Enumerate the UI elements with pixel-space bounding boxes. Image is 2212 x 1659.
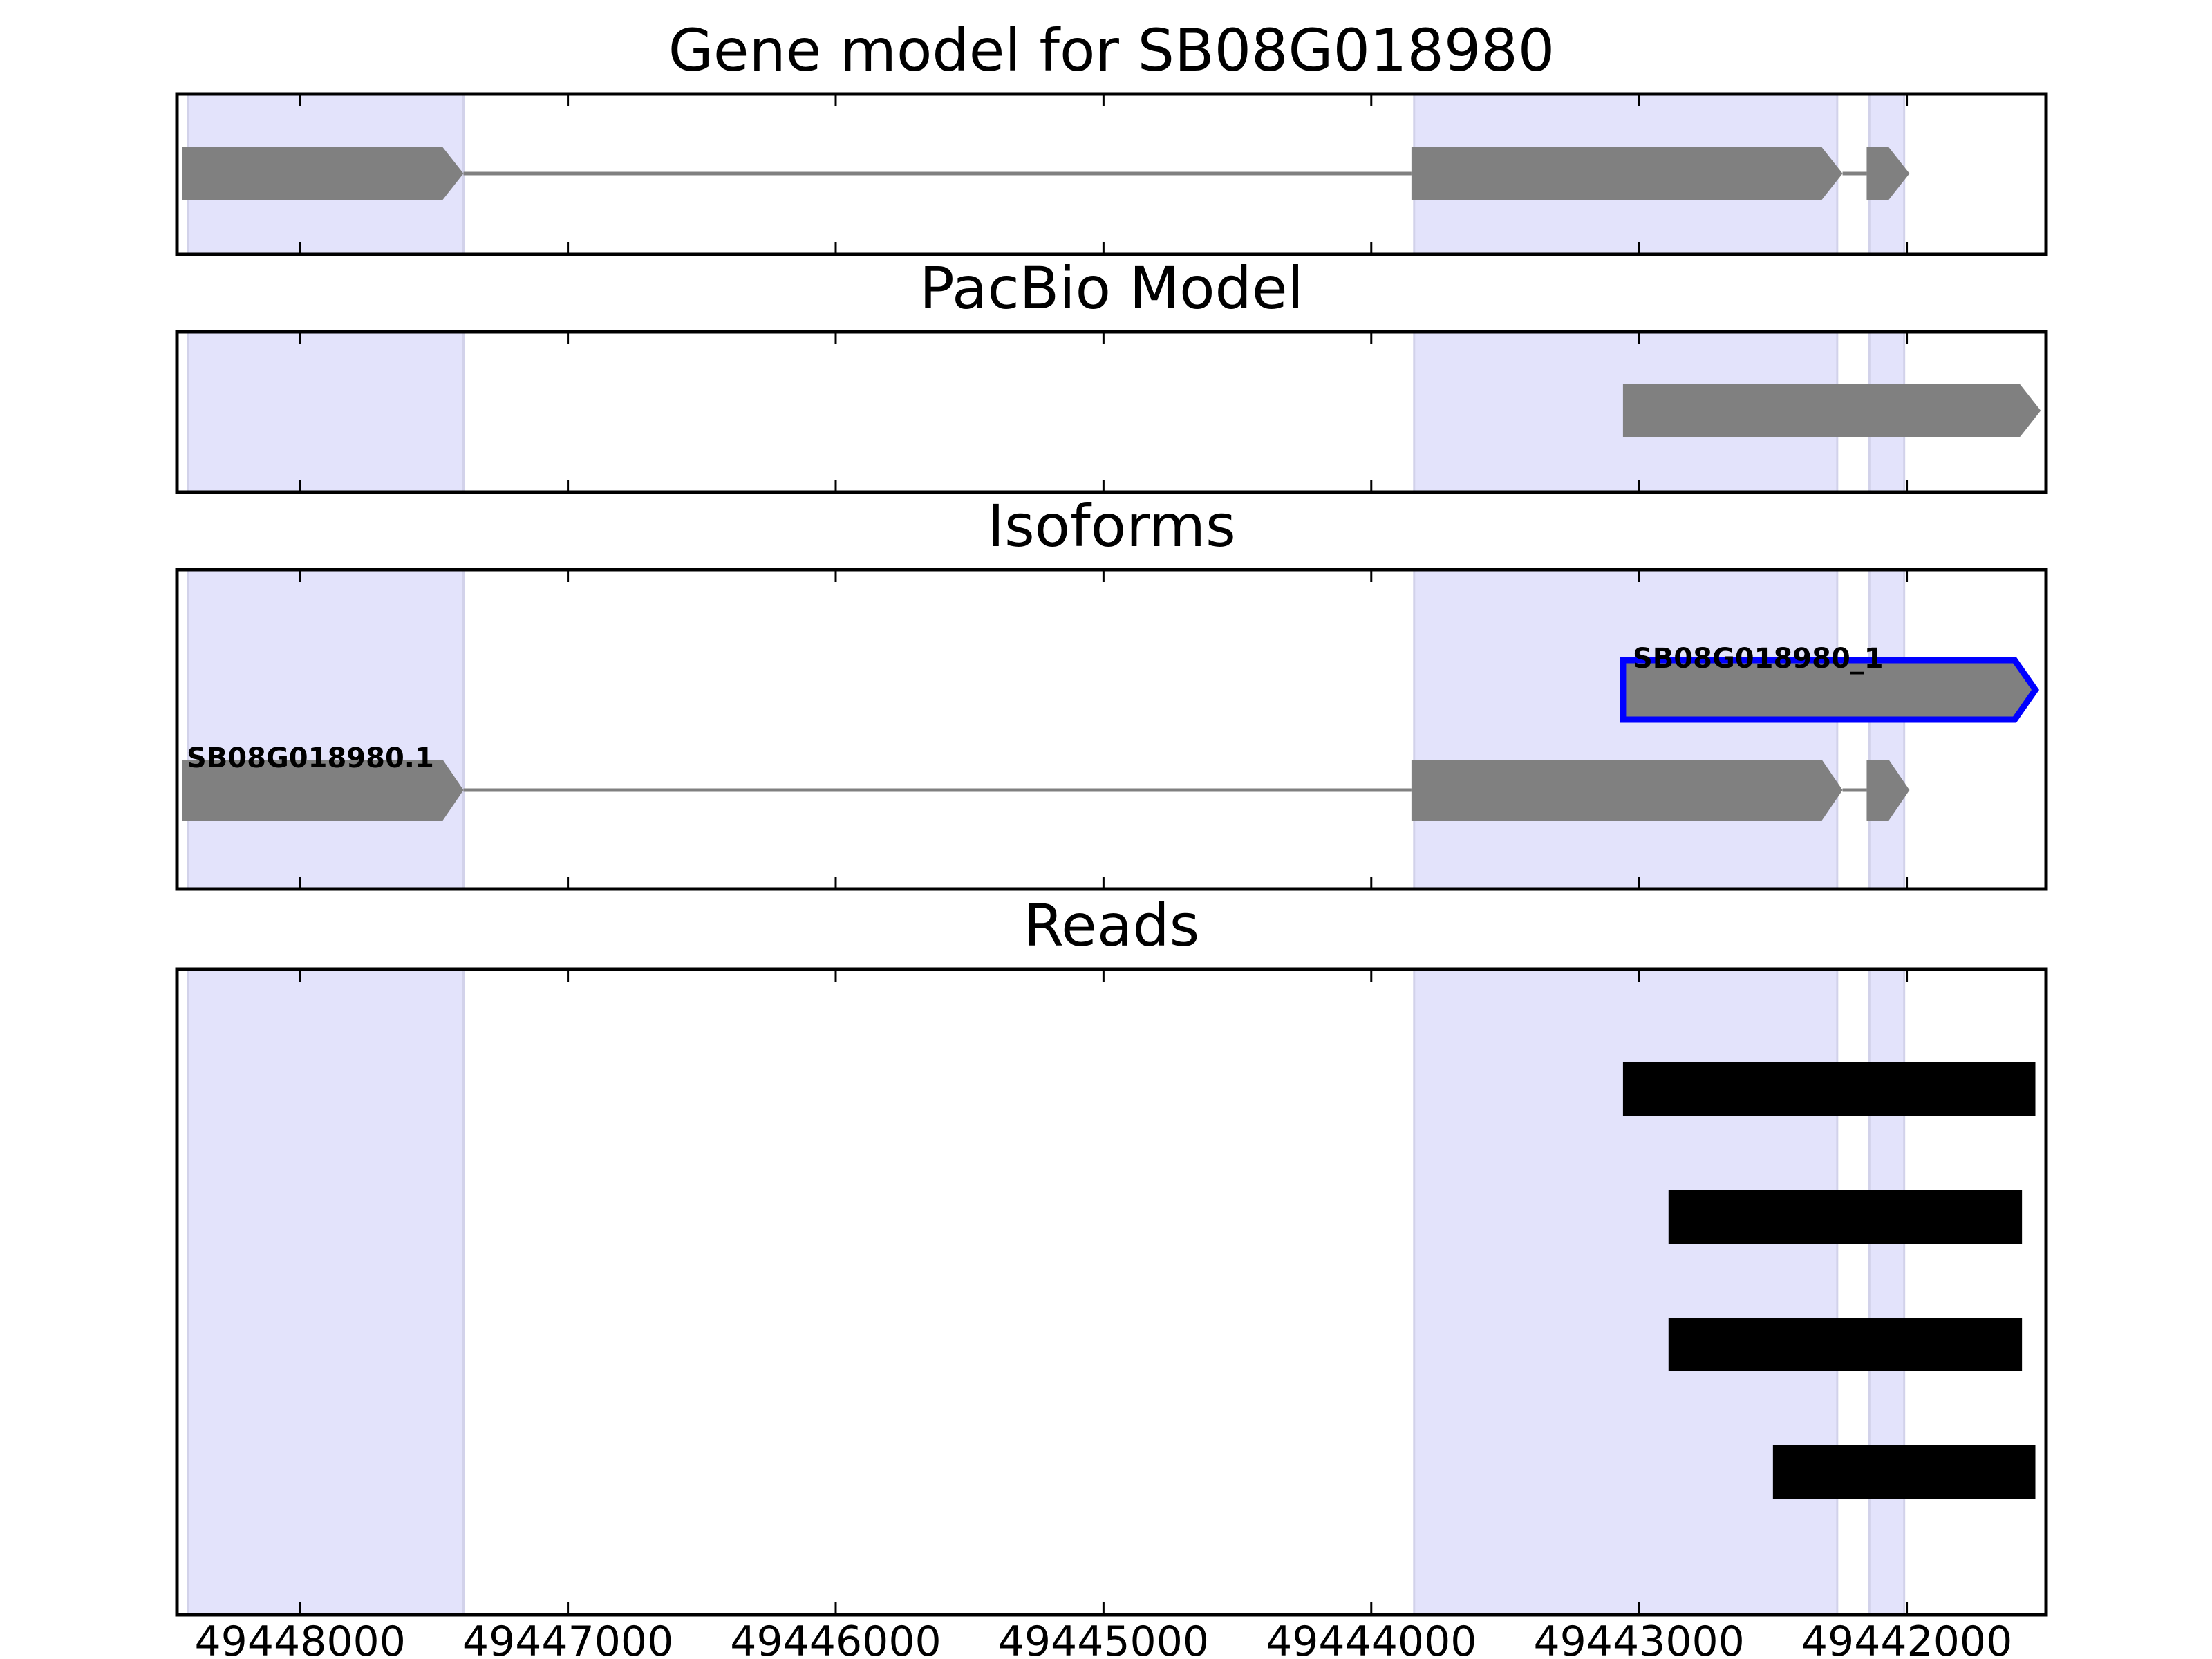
exon-block — [1866, 760, 1910, 821]
x-tick-label: 49447000 — [462, 1618, 673, 1659]
read-bar — [1622, 1062, 2036, 1116]
pacbio-model-ticks — [299, 332, 1909, 492]
exon-block — [182, 760, 464, 821]
exon-block — [1411, 147, 1843, 200]
gene-model-title: Gene model for SB08G018980 — [668, 17, 1555, 84]
isoforms-track: SB08G018980_1 SB08G018980.1 — [182, 643, 2039, 821]
isoforms-title: Isoforms — [987, 492, 1236, 560]
highlight-band — [186, 330, 465, 494]
x-axis-tick-labels: 49448000 49447000 49446000 49445000 49444000… — [195, 1618, 2013, 1659]
reads-title: Reads — [1024, 892, 1200, 959]
pacbio-model-title: PacBio Model — [919, 254, 1304, 322]
isoform-label-selected: SB08G018980_1 — [1633, 643, 1884, 675]
x-tick-label: 49443000 — [1533, 1618, 1744, 1659]
gene-model-ticks — [299, 94, 1909, 254]
x-tick-label: 49445000 — [998, 1618, 1209, 1659]
pacbio-model-panel: PacBio Model — [175, 254, 2048, 494]
exon-block — [1622, 384, 2041, 437]
reads-ticks — [299, 969, 1909, 1615]
isoforms-ticks — [299, 570, 1909, 889]
highlight-band — [186, 968, 465, 1616]
selected-exon-block — [1620, 657, 2039, 723]
exon-block — [1411, 760, 1843, 821]
read-bar — [1772, 1445, 2036, 1499]
gene-model-track — [182, 147, 1910, 200]
reads-frame — [175, 967, 2048, 1617]
x-tick-label: 49446000 — [730, 1618, 941, 1659]
reads-panel: Reads — [175, 892, 2048, 1617]
pacbio-model-frame — [175, 330, 2048, 494]
isoforms-highlights — [186, 568, 1906, 890]
gene-model-panel: Gene model for SB08G018980 — [175, 17, 2048, 256]
exon-block — [182, 147, 464, 200]
isoforms-frame — [175, 568, 2048, 891]
highlight-band — [1868, 568, 1906, 890]
x-tick-label: 49448000 — [195, 1618, 406, 1659]
read-bar — [1668, 1318, 2023, 1371]
highlight-band — [1413, 568, 1839, 890]
read-bar — [1668, 1190, 2023, 1244]
pacbio-model-track — [1622, 384, 2041, 437]
gene-model-frame — [175, 92, 2048, 256]
exon-block — [1866, 147, 1910, 200]
x-tick-label: 49442000 — [1801, 1618, 2012, 1659]
x-tick-label: 49444000 — [1266, 1618, 1477, 1659]
isoforms-panel: Isoforms SB08G018980_1 SB08G018980.1 — [175, 492, 2048, 891]
isoform-label-reference: SB08G018980.1 — [187, 742, 434, 774]
reads-track — [1622, 1062, 2036, 1499]
highlight-band — [186, 568, 465, 890]
